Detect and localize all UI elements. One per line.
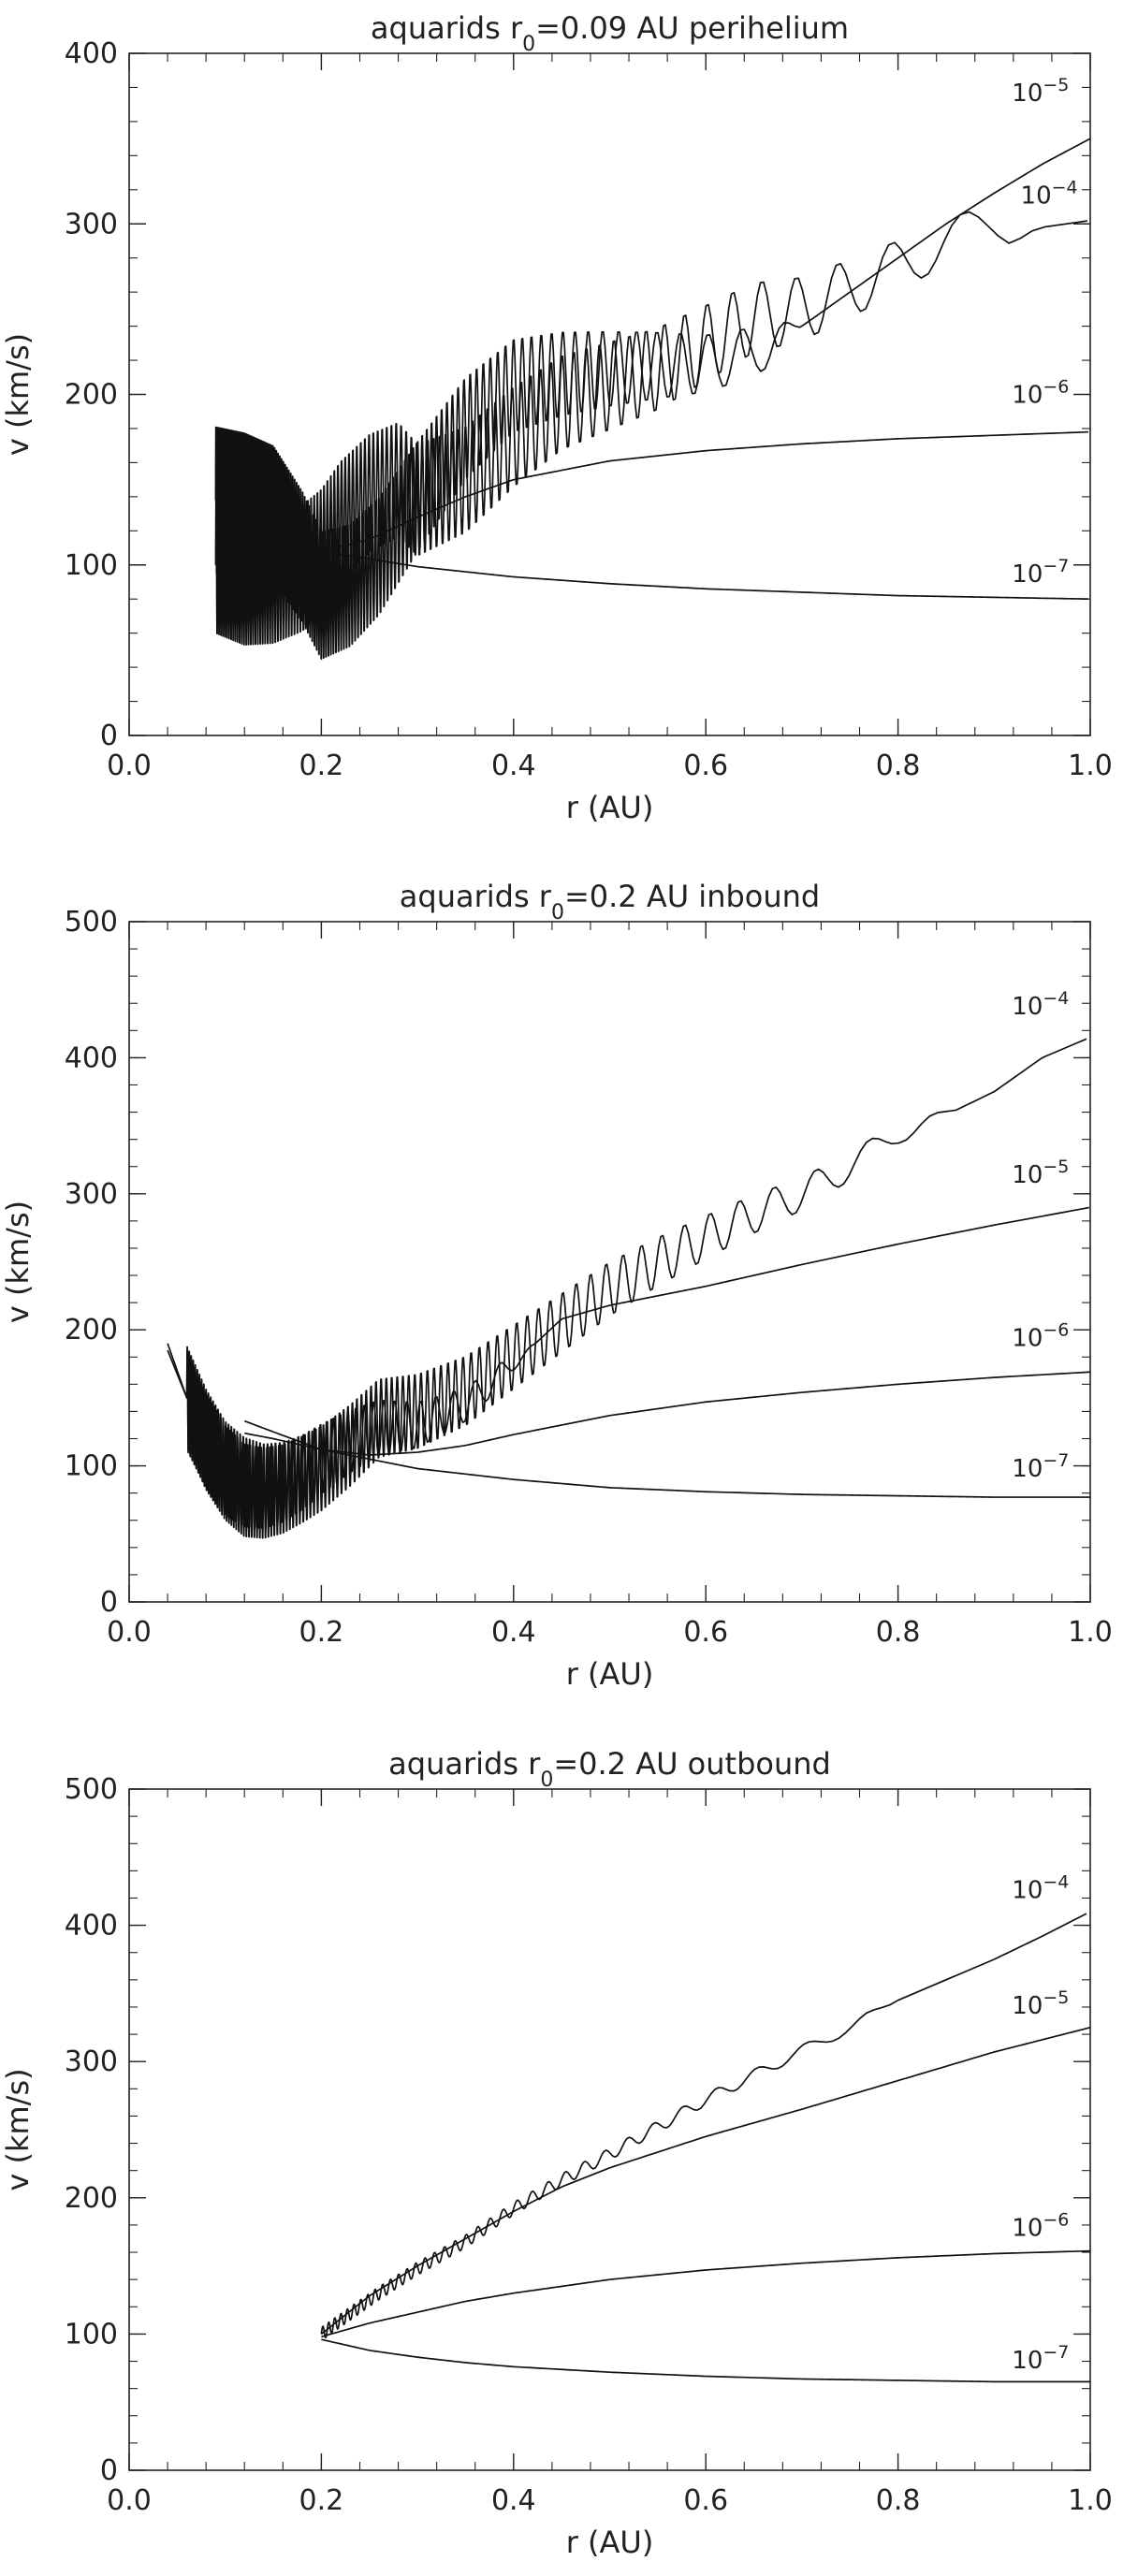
series-line-m5 — [320, 2026, 1091, 2336]
y-tick-label: 300 — [65, 208, 118, 240]
y-tick-label: 500 — [65, 1773, 118, 1806]
series-label: 10−6 — [1012, 2210, 1069, 2243]
x-axis-label: r (AU) — [566, 790, 654, 825]
x-tick-label: 1.0 — [1068, 1616, 1113, 1649]
x-tick-label: 1.0 — [1068, 2484, 1113, 2517]
y-tick-label: 400 — [65, 37, 118, 70]
y-axis-label: v (km/s) — [0, 2068, 36, 2190]
series-label: 10−5 — [1012, 1987, 1069, 2020]
x-tick-label: 0.2 — [299, 1616, 344, 1649]
series-label: 10−5 — [1012, 75, 1069, 108]
x-tick-label: 0.6 — [683, 2484, 728, 2517]
x-tick-label: 0.0 — [107, 1616, 152, 1649]
series-line-m4 — [167, 1038, 1087, 1539]
y-tick-label: 200 — [65, 379, 118, 412]
x-tick-label: 0.2 — [299, 2484, 344, 2517]
x-tick-label: 0.4 — [491, 2484, 536, 2517]
chart-title: aquarids r0=0.2 AU inbound — [400, 879, 820, 924]
y-axis-label: v (km/s) — [0, 1201, 36, 1323]
series-line-m7 — [321, 2338, 1090, 2383]
series-line-m7 — [215, 523, 1088, 601]
series-line-m6 — [321, 2249, 1091, 2338]
x-tick-label: 0.8 — [876, 750, 921, 782]
panel-3: 0.0 0.2 0.4 0.6 0.8 1.0 0 100 200 300 400 500 aquari… — [0, 1746, 1113, 2560]
x-tick-label: 0.0 — [107, 750, 152, 782]
series-label: 10−4 — [1012, 988, 1069, 1021]
series-line-m7 — [243, 1419, 1090, 1498]
x-tick-label: 1.0 — [1068, 750, 1113, 782]
y-tick-label: 0 — [100, 720, 118, 752]
y-tick-label: 0 — [100, 1586, 118, 1619]
y-tick-label: 400 — [65, 1041, 118, 1074]
y-tick-label: 200 — [65, 2182, 118, 2215]
x-tick-label: 0.6 — [683, 750, 728, 782]
plot-frame — [128, 1788, 1091, 2471]
x-tick-label: 0.8 — [876, 1616, 921, 1649]
series-line-m6 — [215, 430, 1088, 553]
y-tick-label: 200 — [65, 1314, 118, 1346]
y-tick-label: 500 — [65, 906, 118, 939]
series-label: 10−5 — [1012, 1157, 1069, 1189]
y-tick-label: 300 — [65, 1178, 118, 1211]
series-line-m4 — [320, 1913, 1087, 2339]
y-tick-label: 100 — [65, 2318, 118, 2350]
x-tick-label: 0.4 — [491, 750, 536, 782]
series-label: 10−7 — [1012, 1450, 1069, 1483]
x-tick-label: 0.2 — [299, 750, 344, 782]
x-tick-label: 0.8 — [876, 2484, 921, 2517]
chart-title: aquarids r0=0.09 AU perihelium — [371, 10, 849, 56]
series-label: 10−7 — [1012, 556, 1069, 589]
y-tick-label: 100 — [65, 1450, 118, 1483]
panel-2: 0.0 0.2 0.4 0.6 0.8 1.0 0 100 200 300 400 500 aquari… — [0, 879, 1113, 1692]
panel-1: 0.0 0.2 0.4 0.6 0.8 1.0 0 100 200 300 400 aquarids … — [0, 10, 1113, 825]
x-tick-label: 0.6 — [683, 1616, 728, 1649]
y-tick-label: 300 — [65, 2045, 118, 2078]
series-line-m5 — [167, 1206, 1089, 1529]
series-label: 10−4 — [1021, 177, 1078, 210]
plot-frame — [128, 921, 1091, 1603]
x-tick-label: 0.4 — [491, 1616, 536, 1649]
x-axis-label: r (AU) — [566, 1656, 654, 1692]
y-tick-label: 400 — [65, 1910, 118, 1943]
series-line-m4 — [214, 211, 1088, 646]
y-axis-label: v (km/s) — [0, 333, 36, 456]
series-label: 10−4 — [1012, 1871, 1069, 1904]
chart-title: aquarids r0=0.2 AU outbound — [388, 1746, 831, 1792]
series-label: 10−6 — [1012, 377, 1069, 410]
x-axis-label: r (AU) — [566, 2525, 654, 2560]
x-tick-label: 0.0 — [107, 2484, 152, 2517]
series-label: 10−7 — [1012, 2342, 1069, 2375]
series-line-m6 — [244, 1371, 1091, 1456]
y-tick-label: 0 — [100, 2454, 118, 2487]
y-tick-label: 100 — [65, 549, 118, 582]
series-label: 10−6 — [1012, 1320, 1069, 1353]
